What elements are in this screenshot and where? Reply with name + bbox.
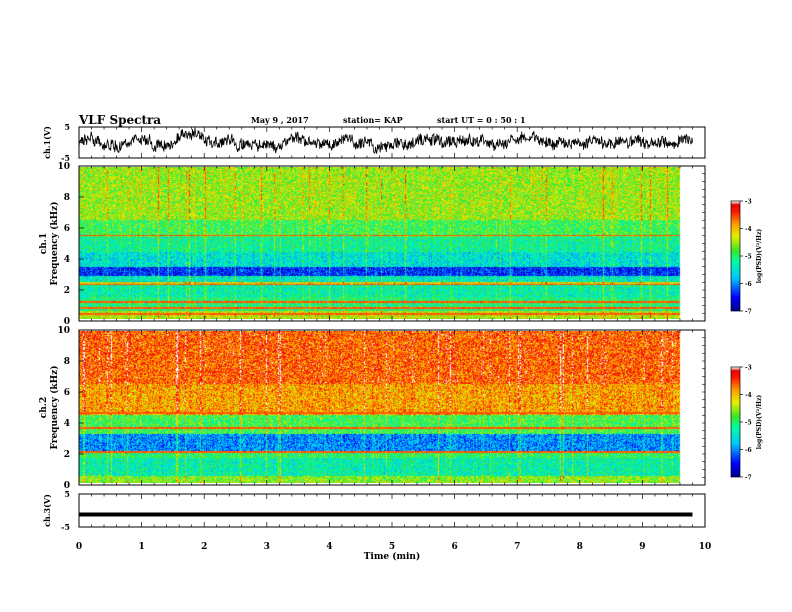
ch1-freq-tick-label: 0 [64,317,70,327]
ch1-colorbar-tick-label: -3 [745,199,752,206]
ch1-spectrogram-heatmap [79,167,692,319]
ch1-ytick-label: -5 [61,153,70,163]
ch1-colorbar-tick-label: -6 [745,281,752,288]
ch3-ytick-label: 5 [64,489,70,499]
ch1-freq-tick-label: 2 [64,286,70,296]
ch2-freq-tick-label: 2 [64,450,70,460]
ch1-colorbar-tick-label: -4 [745,226,752,233]
ch3-ytick-label: -5 [61,522,70,532]
ch1-waveform-ylabel: ch.1(V) [42,126,52,159]
time-tick-label: 0 [76,542,82,552]
plot-title: VLF Spectra [79,113,162,127]
ch1-ytick-label: 5 [64,122,70,132]
date-label: May 9 , 2017 [251,115,309,125]
ch1-freq-tick-label: 8 [64,193,70,203]
ch2-colorbar-label: log(PSD)(V²/Hz) [756,395,763,450]
ch1-colorbar-label: log(PSD)(V²/Hz) [756,229,763,284]
ch3-waveform-ylabel: ch.3(V) [42,494,52,527]
time-tick-label: 9 [639,542,645,552]
ch2-colorbar [731,367,740,477]
ch2-frequency-axis-label: Frequency (kHz) [49,365,60,449]
time-tick-label: 10 [699,542,712,552]
time-tick-label: 4 [326,542,332,552]
ch2-channel-label: ch.2 [39,397,49,418]
ch2-colorbar-tick-label: -7 [745,475,752,482]
ch2-freq-tick-label: 8 [64,357,70,367]
ch1-freq-tick-label: 10 [57,162,70,172]
station-label: station= KAP [343,115,403,125]
ch1-colorbar-tick-label: -5 [745,254,752,261]
ch2-colorbar-tick-label: -4 [745,392,752,399]
time-tick-label: 2 [201,542,207,552]
ch2-spectrogram-frame [78,329,706,486]
ch2-freq-tick-label: 4 [64,419,70,429]
ch1-waveform-line [78,127,693,154]
ch1-colorbar [731,201,740,311]
time-tick-label: 7 [514,542,520,552]
time-tick-label: 1 [138,542,144,552]
time-tick-label: 6 [451,542,457,552]
ch2-colorbar-frame [730,366,741,478]
time-tick-label: 5 [389,542,395,552]
ch1-freq-tick-label: 6 [64,224,70,234]
ch1-frequency-axis-label: Frequency (kHz) [49,201,60,285]
start-time-label: start UT = 0 : 50 : 1 [437,115,526,125]
time-tick-label: 3 [264,542,270,552]
ch2-freq-tick-label: 0 [64,481,70,491]
ch1-channel-label: ch.1 [39,233,49,254]
ch1-spectrogram-frame [78,165,706,322]
time-tick-label: 8 [577,542,583,552]
ch2-colorbar-tick-label: -3 [745,365,752,372]
ch2-spectrogram-heatmap [79,331,692,483]
ch1-colorbar-frame [730,200,741,312]
time-axis-label: Time (min) [364,551,421,562]
ch2-freq-tick-label: 6 [64,388,70,398]
ch2-colorbar-tick-label: -6 [745,447,752,454]
ch2-colorbar-tick-label: -5 [745,420,752,427]
ch1-colorbar-tick-label: -7 [745,309,752,316]
ch1-freq-tick-label: 4 [64,255,70,265]
ch2-freq-tick-label: 10 [57,326,70,336]
